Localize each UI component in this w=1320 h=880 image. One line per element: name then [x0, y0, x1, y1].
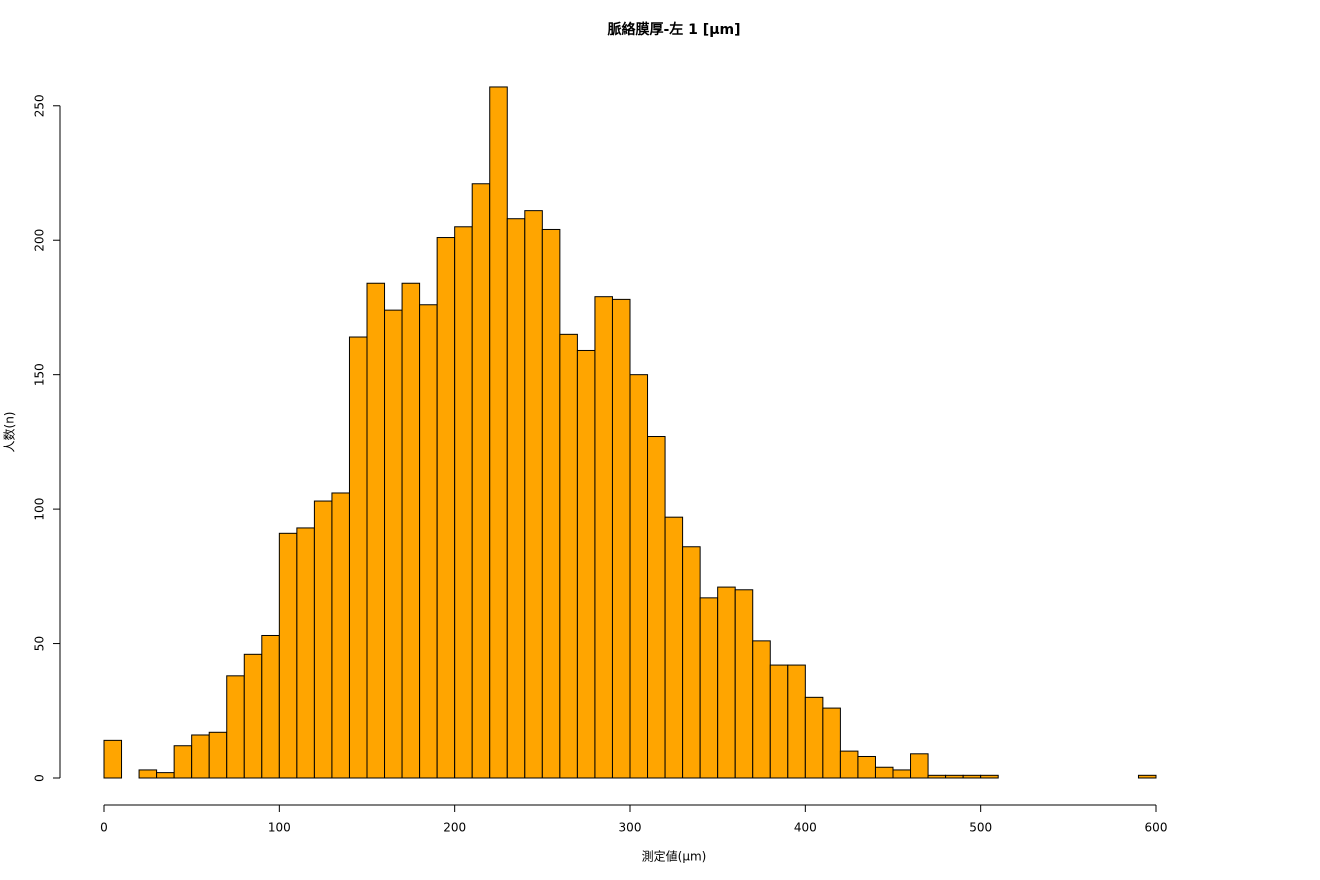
x-tick-label: 400: [794, 821, 817, 835]
bar: [892, 769, 912, 779]
bar: [664, 516, 684, 779]
bar: [962, 774, 982, 779]
bar: [506, 218, 526, 779]
bar: [874, 766, 894, 779]
bar: [980, 774, 999, 779]
x-tick-label: 200: [443, 821, 466, 835]
bar: [313, 500, 333, 779]
bar: [734, 589, 754, 779]
x-tick-label: 100: [268, 821, 291, 835]
y-tick-label: 200: [33, 229, 47, 252]
bar: [366, 282, 386, 779]
bar: [541, 228, 561, 779]
bar: [769, 664, 789, 779]
y-tick-label: 250: [33, 94, 47, 117]
bar: [173, 745, 193, 779]
bar: [436, 237, 456, 779]
bar: [401, 282, 421, 779]
bar: [419, 304, 438, 779]
bar: [717, 586, 736, 779]
bar: [927, 774, 947, 779]
bar: [489, 86, 508, 779]
bar: [331, 492, 350, 779]
bar: [471, 183, 491, 779]
bar: [261, 634, 280, 779]
bar: [682, 546, 701, 779]
x-tick-label: 600: [1145, 821, 1168, 835]
x-axis-label: 測定値(μm): [642, 849, 707, 864]
bar: [191, 734, 210, 779]
x-tick-label: 500: [969, 821, 992, 835]
bar: [594, 296, 613, 779]
bar: [647, 436, 666, 779]
bar: [910, 753, 929, 779]
x-tick-label: 0: [100, 821, 108, 835]
y-tick-label: 150: [33, 363, 47, 386]
bar: [629, 374, 649, 779]
bar: [348, 336, 368, 779]
bar: [384, 309, 403, 779]
y-axis-label: 人数(n): [2, 412, 17, 453]
y-tick-label: 50: [33, 636, 47, 651]
bar: [945, 774, 964, 779]
bar: [699, 597, 719, 779]
bar: [804, 696, 824, 779]
bar: [296, 527, 315, 779]
bar: [752, 640, 771, 779]
bar: [226, 675, 245, 779]
bar: [524, 210, 543, 779]
bar: [787, 664, 806, 779]
bar: [857, 755, 876, 779]
chart-title: 脈絡膜厚-左 1 [μm]: [608, 21, 741, 38]
x-tick-label: 300: [619, 821, 642, 835]
bar: [839, 750, 859, 779]
y-tick-label: 100: [33, 498, 47, 521]
bar: [243, 653, 263, 779]
bar: [454, 226, 473, 779]
bar: [1137, 774, 1157, 779]
bar: [822, 707, 841, 779]
bar: [278, 532, 298, 779]
bar: [103, 739, 123, 779]
bar: [611, 298, 631, 779]
bar: [156, 772, 175, 779]
bar: [208, 731, 228, 779]
bar: [576, 349, 596, 779]
bar: [138, 769, 158, 779]
y-tick-label: 0: [33, 774, 47, 782]
bar: [559, 333, 578, 779]
